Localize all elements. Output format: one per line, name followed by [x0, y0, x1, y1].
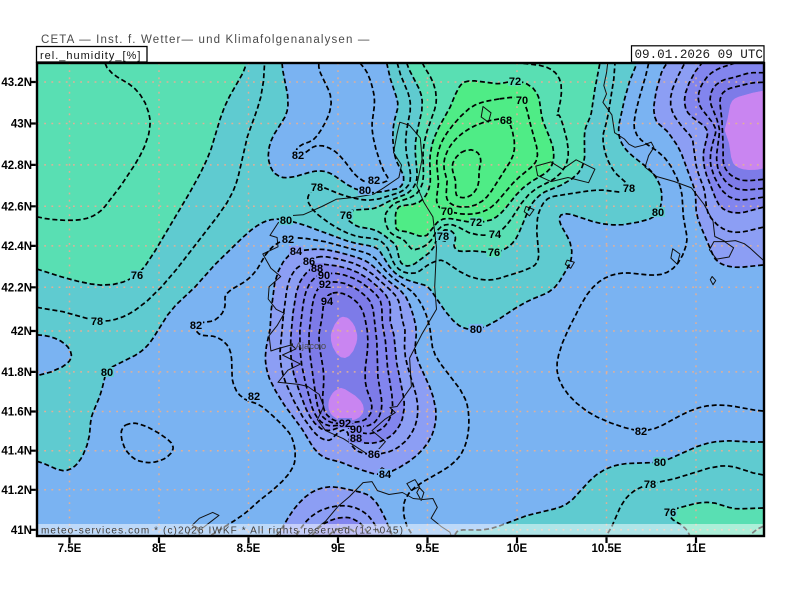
svg-text:78: 78	[644, 479, 656, 491]
svg-text:82: 82	[635, 426, 647, 438]
svg-text:92: 92	[339, 418, 351, 430]
svg-text:76: 76	[488, 247, 500, 259]
svg-text:84: 84	[290, 246, 303, 258]
svg-text:84: 84	[379, 469, 392, 481]
svg-text:42.2N: 42.2N	[1, 282, 32, 294]
svg-text:68: 68	[500, 115, 512, 127]
svg-text:43.2N: 43.2N	[1, 77, 32, 89]
svg-text:10.5E: 10.5E	[591, 543, 621, 555]
svg-text:82: 82	[292, 150, 304, 162]
svg-text:41.4N: 41.4N	[1, 446, 32, 458]
svg-text:86: 86	[368, 449, 380, 461]
svg-text:41.6N: 41.6N	[1, 407, 32, 419]
svg-text:82: 82	[190, 320, 202, 332]
svg-text:42.4N: 42.4N	[1, 241, 32, 253]
svg-text:86: 86	[303, 256, 315, 268]
svg-text:82: 82	[368, 175, 380, 187]
svg-text:CETA — Inst. f. Wetter— und Kl: CETA — Inst. f. Wetter— und Klimafolgena…	[41, 34, 371, 46]
svg-text:80: 80	[359, 185, 371, 197]
svg-text:70: 70	[441, 206, 453, 218]
svg-text:41.2N: 41.2N	[1, 485, 32, 497]
svg-text:82: 82	[282, 234, 294, 246]
svg-text:41N: 41N	[11, 525, 32, 537]
svg-text:10E: 10E	[507, 543, 528, 555]
svg-text:80: 80	[101, 367, 113, 379]
svg-text:42.8N: 42.8N	[1, 160, 32, 172]
svg-text:76: 76	[664, 507, 676, 519]
svg-text:8.5E: 8.5E	[237, 543, 261, 555]
svg-text:92: 92	[319, 279, 331, 291]
svg-text:90: 90	[318, 270, 330, 282]
svg-text:42.6N: 42.6N	[1, 201, 32, 213]
svg-text:94: 94	[321, 296, 334, 308]
svg-text:80: 80	[652, 207, 664, 219]
svg-text:8E: 8E	[152, 543, 166, 555]
svg-text:7.5E: 7.5E	[58, 543, 82, 555]
svg-text:88: 88	[311, 263, 323, 275]
svg-text:42N: 42N	[11, 326, 32, 338]
svg-text:meteo-services.com * (c)2026 I: meteo-services.com * (c)2026 IWKF * All …	[41, 526, 404, 537]
svg-text:9E: 9E	[331, 543, 345, 555]
svg-text:41.8N: 41.8N	[1, 367, 32, 379]
svg-text:82: 82	[248, 391, 260, 403]
svg-text:80: 80	[280, 215, 292, 227]
svg-text:74: 74	[489, 229, 502, 241]
svg-text:88: 88	[350, 433, 362, 445]
svg-text:80: 80	[470, 324, 482, 336]
svg-text:76: 76	[340, 210, 352, 222]
svg-text:rel._humidity_[%]: rel._humidity_[%]	[40, 50, 141, 62]
svg-text:78: 78	[437, 231, 449, 243]
svg-text:78: 78	[91, 316, 103, 328]
svg-text:70: 70	[516, 95, 528, 107]
svg-text:43N: 43N	[11, 119, 32, 131]
svg-text:Ajaccio: Ajaccio	[296, 341, 327, 352]
svg-text:72: 72	[470, 217, 482, 229]
svg-text:90: 90	[350, 424, 362, 436]
svg-text:11E: 11E	[686, 543, 706, 555]
svg-text:9.5E: 9.5E	[416, 543, 440, 555]
svg-text:72: 72	[509, 76, 521, 88]
svg-text:76: 76	[131, 270, 143, 282]
svg-text:78: 78	[623, 183, 635, 195]
svg-text:78: 78	[311, 182, 323, 194]
svg-text:09.01.2026 09 UTC: 09.01.2026 09 UTC	[635, 48, 764, 62]
svg-text:80: 80	[654, 457, 666, 469]
